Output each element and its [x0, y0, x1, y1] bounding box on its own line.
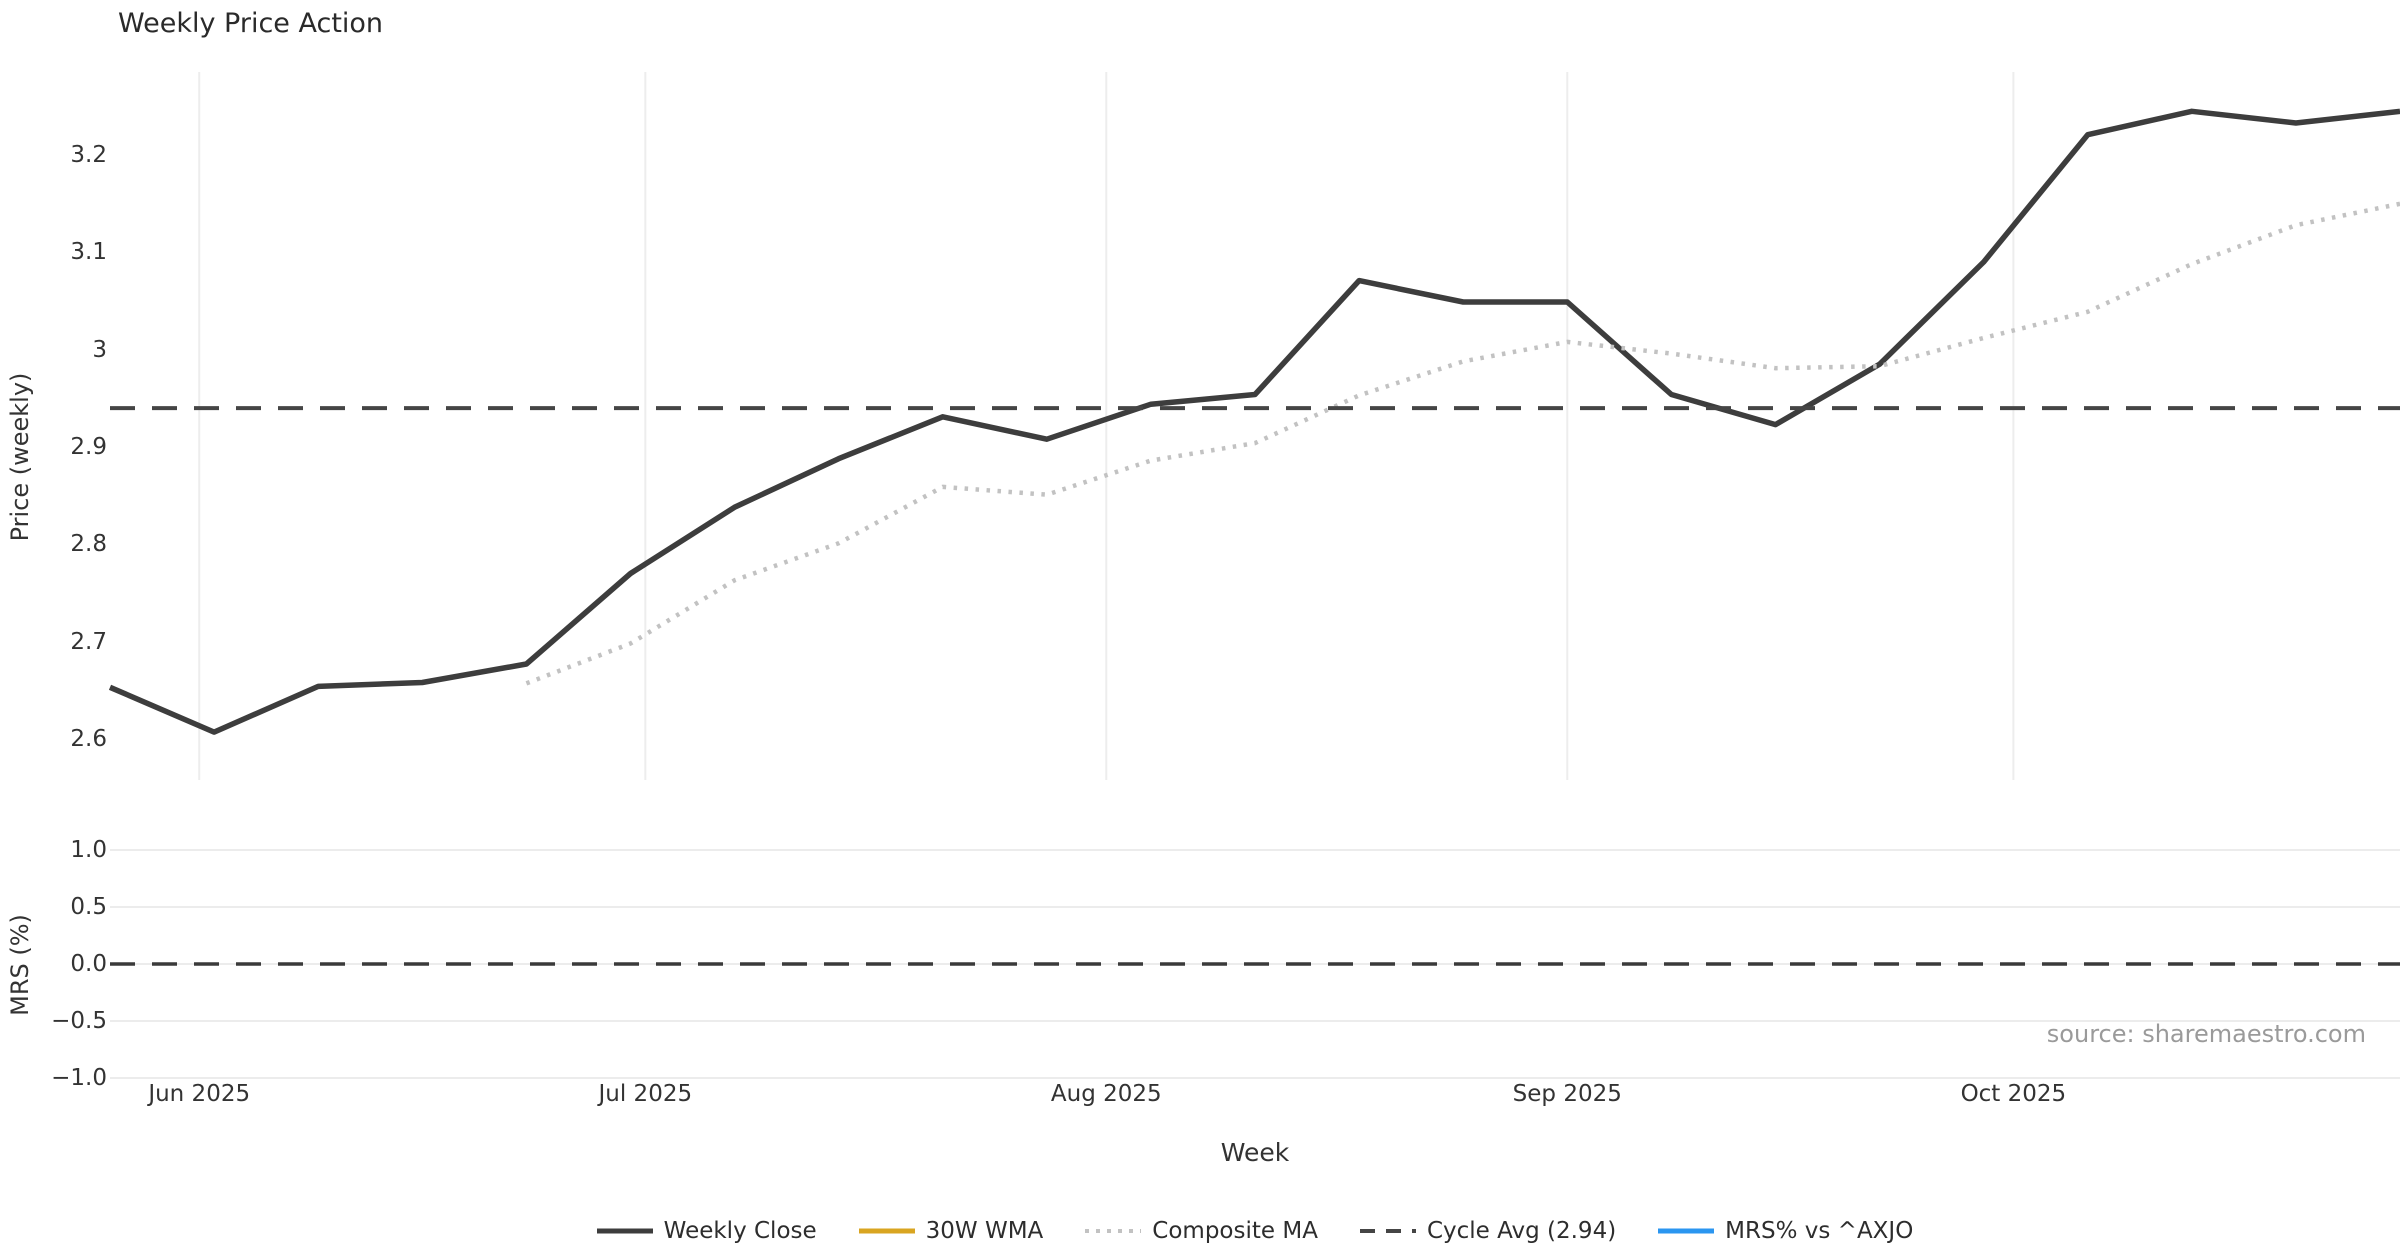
chart-title: Weekly Price Action — [118, 8, 384, 39]
x-tick-jun-2025: Jun 2025 — [148, 1081, 251, 1107]
x-tick-jul-2025: Jul 2025 — [598, 1081, 693, 1107]
price-tick-2.8: 2.8 — [70, 531, 107, 558]
mrs-tick-−0.5: −0.5 — [51, 1008, 107, 1034]
source-note: source: sharemaestro.com — [2046, 1020, 2366, 1048]
legend-label-composite_ma: Composite MA — [1152, 1218, 1318, 1244]
legend-label-weekly_close: Weekly Close — [663, 1218, 817, 1244]
x-tick-sep-2025: Sep 2025 — [1512, 1081, 1622, 1107]
legend-label-cycle_avg: Cycle Avg (2.94) — [1426, 1218, 1617, 1244]
price-tick-3.1: 3.1 — [70, 239, 107, 266]
legend-swatch-weekly_close — [596, 1228, 653, 1234]
legend-label-wma_30w: 30W WMA — [925, 1218, 1044, 1244]
price-tick-2.6: 2.6 — [70, 725, 107, 752]
price-tick-3.2: 3.2 — [70, 142, 107, 169]
mrs-tick-1.0: 1.0 — [70, 837, 107, 863]
legend-label-mrs_vs_axjo: MRS% vs ^AXJO — [1725, 1218, 1914, 1244]
legend-item-cycle_avg[interactable]: Cycle Avg (2.94) — [1359, 1218, 1617, 1244]
x-tick-oct-2025: Oct 2025 — [1960, 1081, 2067, 1107]
series-line-weekly_close — [108, 108, 2400, 735]
legend-item-wma_30w[interactable]: 30W WMA — [858, 1218, 1044, 1244]
legend-swatch-cycle_avg — [1359, 1229, 1416, 1233]
legend: Weekly Close 30W WMA Composite MA Cycle Avg… — [110, 1218, 2400, 1244]
legend-swatch-composite_ma — [1085, 1229, 1142, 1233]
price-tick-3: 3 — [92, 336, 107, 363]
mrs-tick-0.5: 0.5 — [70, 894, 107, 920]
legend-item-weekly_close[interactable]: Weekly Close — [596, 1218, 817, 1244]
series-line-composite_ma — [525, 201, 2400, 686]
price-tick-2.7: 2.7 — [70, 628, 107, 655]
legend-swatch-mrs_vs_axjo — [1658, 1228, 1715, 1234]
legend-item-mrs_vs_axjo[interactable]: MRS% vs ^AXJO — [1658, 1218, 1913, 1244]
legend-swatch-wma_30w — [858, 1228, 915, 1234]
mrs-tick-−1.0: −1.0 — [51, 1065, 107, 1091]
legend-item-composite_ma[interactable]: Composite MA — [1085, 1218, 1318, 1244]
mrs-tick-0.0: 0.0 — [70, 951, 107, 977]
x-tick-aug-2025: Aug 2025 — [1050, 1081, 1162, 1107]
price-tick-2.9: 2.9 — [70, 434, 107, 460]
x-axis-title: Week — [1220, 1138, 1290, 1167]
